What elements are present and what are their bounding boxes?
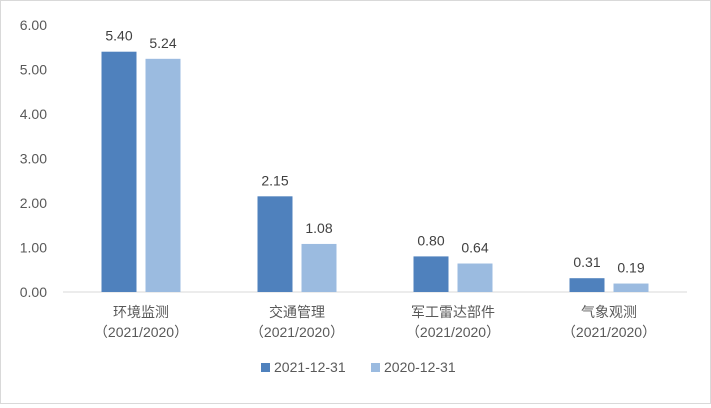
bar-2021-12-31-3 — [569, 278, 605, 292]
bar-2020-12-31-0 — [145, 58, 181, 292]
bars — [101, 51, 649, 293]
category-label-1-0: 交通管理 — [269, 304, 325, 320]
bar-2020-12-31-2 — [457, 263, 493, 292]
x-axis: 环境监测 （2021/2020） 交通管理 （2021/2020） 军工雷达部件 （202… — [63, 291, 687, 340]
bar-2021-12-31-1 — [257, 196, 293, 292]
y-tick-label-6: 6.00 — [20, 17, 47, 33]
legend-label-1: 2020-12-31 — [384, 359, 456, 375]
bar-2021-12-31-2 — [413, 256, 449, 292]
data-label-2020-12-31-3: 0.19 — [617, 260, 644, 276]
bar-2020-12-31-1 — [301, 243, 337, 292]
y-tick-label-1: 1.00 — [20, 240, 47, 256]
y-tick-label-2: 2.00 — [20, 195, 47, 211]
data-label-2021-12-31-3: 0.31 — [573, 254, 600, 270]
y-tick-label-3: 3.00 — [20, 151, 47, 167]
legend-label-0: 2021-12-31 — [274, 359, 346, 375]
data-label-2020-12-31-0: 5.24 — [149, 35, 176, 51]
category-label-0-1: （2021/2020） — [94, 324, 188, 340]
category-label-2-0: 军工雷达部件 — [411, 304, 495, 320]
y-tick-label-4: 4.00 — [20, 106, 47, 122]
data-labels: 5.40 5.24 2.15 1.08 0.80 0.64 0.31 0.19 — [105, 28, 644, 276]
bar-2021-12-31-0 — [101, 51, 137, 293]
category-label-3-1: （2021/2020） — [562, 324, 656, 340]
data-label-2021-12-31-2: 0.80 — [417, 232, 444, 248]
category-label-3-0: 气象观测 — [581, 304, 637, 320]
bar-2020-12-31-3 — [613, 283, 649, 292]
category-label-0-0: 环境监测 — [113, 304, 169, 320]
legend: 2021-12-31 2020-12-31 — [261, 359, 456, 375]
data-label-2020-12-31-1: 1.08 — [305, 220, 332, 236]
legend-swatch-1 — [371, 363, 380, 372]
data-label-2021-12-31-1: 2.15 — [261, 172, 288, 188]
data-label-2021-12-31-0: 5.40 — [105, 28, 132, 44]
y-axis: 0.00 1.00 2.00 3.00 4.00 5.00 6.00 — [20, 17, 47, 300]
category-label-2-1: （2021/2020） — [406, 324, 500, 340]
legend-swatch-0 — [261, 363, 270, 372]
data-label-2020-12-31-2: 0.64 — [461, 240, 488, 256]
y-tick-label-5: 5.00 — [20, 62, 47, 78]
category-label-1-1: （2021/2020） — [250, 324, 344, 340]
y-tick-label-0: 0.00 — [20, 284, 47, 300]
